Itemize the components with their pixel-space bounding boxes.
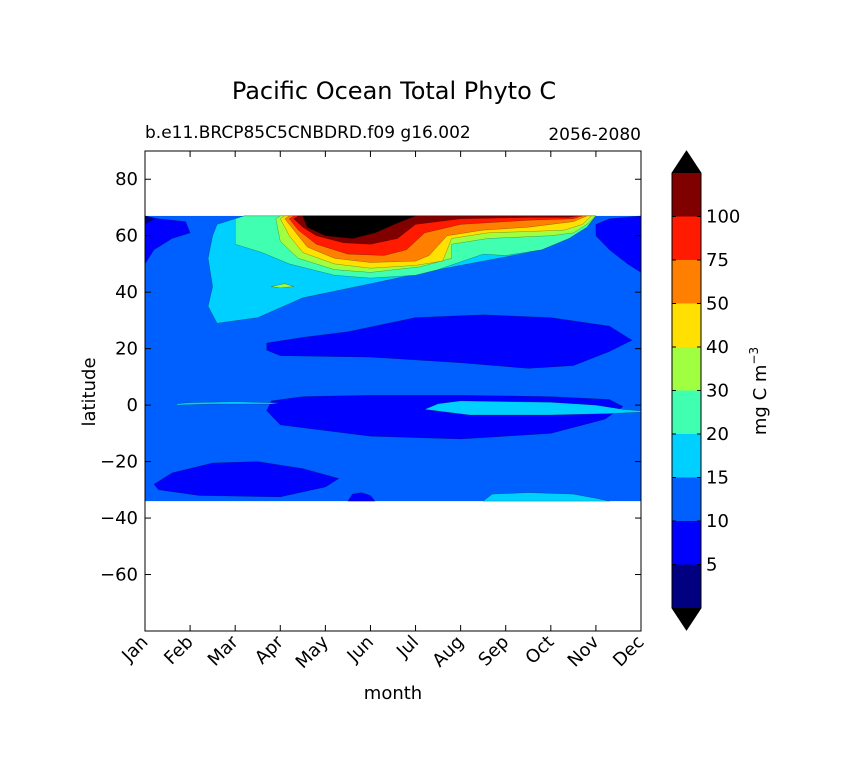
x-tick-label: Dec	[609, 632, 648, 671]
colorbar-outline	[671, 150, 702, 631]
plot-area: Jan Feb Mar Apr May Jun Jul Aug Sep Oct Nov Dec 80 6…	[100, 150, 649, 673]
y-tick-label: −60	[100, 565, 138, 586]
colorbar-segment	[672, 173, 701, 217]
contour-region-southern-high-patch	[482, 492, 610, 502]
y-tick-label: 80	[115, 169, 138, 190]
colorbar-tick-label: 30	[706, 381, 729, 402]
colorbar-segment	[672, 434, 701, 478]
colorbar-label-exponent: −3	[747, 347, 761, 365]
colorbar-tick-label: 75	[706, 250, 729, 271]
x-tick-label: Jan	[117, 632, 152, 667]
y-tick-label: −20	[100, 452, 138, 473]
contour-region-southern-low-dot	[347, 492, 376, 502]
colorbar-tick-label: 15	[706, 468, 729, 489]
chart-subtitle-right: 2056-2080	[548, 125, 641, 145]
colorbar-tick-label: 40	[706, 337, 729, 358]
plot-frame	[144, 150, 642, 632]
colorbar-segment	[672, 216, 701, 260]
contour-region-northern-max-core	[302, 215, 416, 239]
chart-title: Pacific Ocean Total Phyto C	[232, 77, 556, 105]
x-tick-label: Aug	[428, 632, 468, 672]
colorbar-tick-label: 100	[706, 207, 740, 228]
x-tick-label: Nov	[564, 631, 604, 671]
x-tick-label: Mar	[204, 631, 243, 670]
contour-region-apr-small-green-patch	[271, 283, 294, 289]
y-tick-label: 60	[115, 226, 138, 247]
y-tick-label: 0	[127, 395, 138, 416]
y-tick-label: 20	[115, 339, 138, 360]
contour-region-equatorial-jan-jun-high	[176, 401, 281, 406]
colorbar-segment	[672, 521, 701, 565]
colorbar-segment	[672, 564, 701, 608]
contour-region-jan-north-low	[144, 215, 191, 265]
x-tick-label: Oct	[521, 632, 558, 669]
y-axis: 80 60 40 20 0 −20 −40 −60	[100, 169, 641, 586]
colorbar-tick-label: 10	[706, 511, 729, 532]
x-axis-label: month	[364, 683, 422, 704]
x-tick-label: Feb	[160, 632, 197, 669]
contour-region-north-subtropical-low	[266, 314, 633, 369]
x-tick-label: Apr	[251, 631, 288, 668]
colorbar-segment	[672, 477, 701, 521]
x-tick-label: Jul	[392, 632, 423, 663]
colorbar-segment	[672, 260, 701, 304]
colorbar-tick-label: 5	[706, 555, 717, 576]
y-tick-label: −40	[100, 508, 138, 529]
colorbar-tick-label: 20	[706, 424, 729, 445]
colorbar-under-arrow	[672, 608, 701, 630]
contour-region-equatorial-aug-dec-high	[423, 400, 642, 416]
y-tick-label: 40	[115, 282, 138, 303]
colorbar-label: mg C m−3	[747, 347, 771, 435]
x-tick-label: May	[292, 631, 333, 672]
x-tick-label: Sep	[474, 632, 513, 671]
colorbar-segment	[672, 347, 701, 391]
y-axis-label: latitude	[79, 357, 100, 426]
chart-subtitle-left: b.e11.BRCP85C5CNBDRD.f09 g16.002	[145, 123, 471, 143]
colorbar-label-text: mg C m	[750, 365, 771, 436]
colorbar-over-arrow	[672, 151, 701, 173]
x-tick-label: Jun	[343, 632, 378, 667]
colorbar-segment	[672, 390, 701, 434]
colorbar-segment	[672, 303, 701, 347]
contour-region-dec-north-low	[595, 215, 642, 273]
colorbar-tick-label: 50	[706, 294, 729, 315]
contour-region-south-subtropical-low	[153, 461, 340, 498]
contour-layer	[144, 215, 642, 502]
colorbar: 5 10 15 20 30 40 50 75 100	[671, 150, 740, 631]
